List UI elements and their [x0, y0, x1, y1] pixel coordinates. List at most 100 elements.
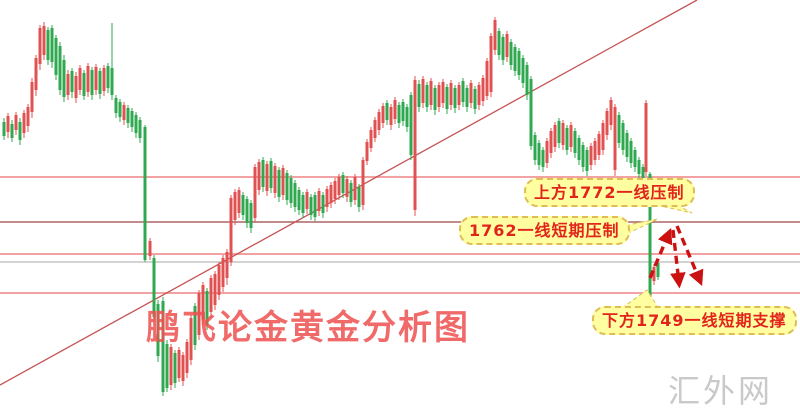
candle-body	[441, 82, 445, 103]
candle-body	[102, 68, 106, 91]
annotation-bubble-support-1749: 下方1749一线短期支撑	[592, 306, 797, 335]
candle-body	[369, 130, 373, 148]
candle-body	[353, 177, 357, 200]
candle-body	[377, 112, 381, 130]
candle-body	[477, 85, 481, 105]
candle-body	[537, 143, 541, 165]
candle-body	[349, 183, 353, 202]
watermark-site: 汇外网	[668, 372, 774, 410]
candle-body	[261, 160, 265, 187]
candles	[2, 17, 660, 396]
candle-body	[193, 306, 197, 345]
candle-body	[26, 107, 30, 126]
candle-body	[165, 344, 169, 388]
candle-body	[309, 197, 313, 215]
candle-body	[373, 120, 377, 138]
candle-body	[42, 26, 46, 55]
candle-body	[565, 128, 569, 150]
candle-body	[54, 38, 58, 75]
forecast-arrows	[648, 225, 704, 289]
candle-body	[593, 141, 597, 160]
candle-body	[493, 20, 497, 50]
candle-body	[644, 103, 648, 172]
candle-body	[98, 71, 102, 94]
candle-body	[297, 190, 301, 210]
candle-body	[393, 100, 397, 119]
candle-body	[457, 85, 461, 105]
candle-body	[110, 68, 114, 95]
candle-body	[621, 123, 625, 150]
candle-body	[209, 278, 213, 312]
candle-body	[225, 252, 229, 278]
candle-body	[173, 353, 177, 383]
candle-body	[521, 58, 525, 83]
candle-body	[553, 125, 557, 147]
candle-body	[197, 293, 201, 335]
candle-body	[365, 142, 369, 161]
annotation-bubble-resistance-1762: 1762一线短期压制	[459, 216, 630, 245]
candle-body	[637, 160, 641, 174]
price-level-lines	[0, 176, 800, 294]
candle-body	[345, 179, 349, 197]
candle-body	[245, 199, 249, 223]
candle-body	[265, 164, 269, 191]
candle-body	[557, 121, 561, 143]
candle-body	[34, 58, 38, 90]
candle-body	[10, 124, 14, 138]
candle-body	[317, 191, 321, 211]
candle-body	[161, 301, 165, 392]
candle-body	[169, 347, 173, 385]
candle-body	[405, 107, 409, 127]
candle-body	[257, 162, 261, 190]
candle-body	[517, 51, 521, 75]
candle-body	[106, 66, 110, 88]
candle-body	[62, 60, 66, 97]
candle-body	[549, 131, 553, 153]
candle-body	[421, 79, 425, 103]
candle-body	[481, 78, 485, 101]
candle-body	[18, 122, 22, 140]
candle-body	[213, 274, 217, 305]
candle-body	[497, 31, 501, 55]
candle-body	[237, 190, 241, 213]
candle-body	[505, 34, 509, 57]
candle-body	[389, 107, 393, 125]
candle-body	[485, 61, 489, 96]
candle-body	[437, 85, 441, 107]
candle-body	[469, 83, 473, 103]
candle-body	[221, 258, 225, 287]
candle-body	[361, 160, 365, 205]
forecast-arrow-up	[648, 227, 673, 279]
candle-body	[156, 304, 160, 356]
candle-body	[629, 141, 633, 163]
candle-body	[409, 95, 413, 155]
candle-body	[6, 116, 10, 132]
candle-body	[413, 80, 417, 210]
candle-body	[38, 28, 42, 64]
candle-body	[429, 81, 433, 105]
candle-body	[205, 291, 209, 325]
candle-body	[241, 195, 245, 215]
candle-body	[601, 123, 605, 150]
candle-body	[2, 122, 6, 136]
candle-body	[74, 76, 78, 98]
candle-body	[341, 175, 345, 193]
candle-body	[281, 168, 285, 195]
candle-body	[397, 105, 401, 123]
annotation-bubble-resistance-1772: 上方1772一线压制	[524, 178, 695, 207]
candle-body	[143, 127, 147, 260]
candle-body	[525, 65, 529, 95]
candle-body	[114, 98, 118, 113]
candle-body	[656, 263, 660, 277]
forecast-arrow-down	[675, 225, 704, 287]
forecast-arrow-down	[670, 229, 686, 289]
candle-body	[273, 166, 277, 193]
candle-body	[66, 74, 70, 95]
candle-body	[577, 138, 581, 160]
candle-body	[46, 30, 50, 60]
candle-body	[249, 203, 253, 228]
candle-body	[14, 115, 18, 130]
candle-body	[473, 89, 477, 109]
candle-body	[433, 88, 437, 110]
candle-body	[148, 241, 152, 256]
